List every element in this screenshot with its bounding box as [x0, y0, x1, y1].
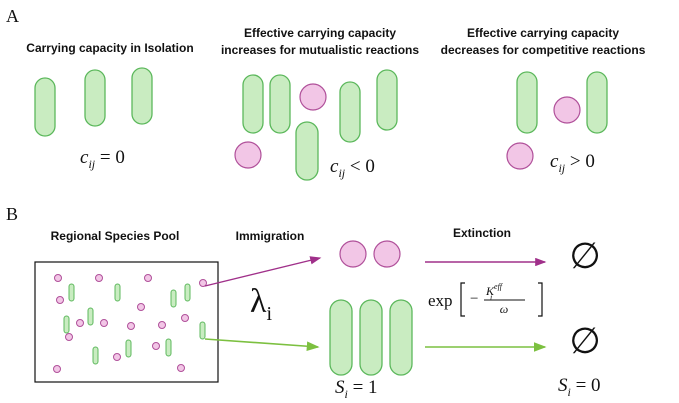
- title: Effective carrying capacity: [467, 26, 619, 40]
- panel-label: A: [6, 6, 19, 26]
- title: Carrying capacity in Isolation: [26, 41, 193, 55]
- title: decreases for competitive reactions: [441, 43, 646, 57]
- empty-set: ∅: [569, 236, 600, 276]
- num: Keff i: [485, 282, 504, 302]
- equation: cij > 0: [550, 151, 595, 175]
- title: increases for mutualistic reactions: [221, 43, 419, 57]
- label: Regional Species Pool: [51, 229, 180, 243]
- extinction-rate: exp − Keff i ω: [428, 282, 543, 317]
- equation: Si = 0: [558, 375, 601, 399]
- eq-rel: = 1: [348, 377, 378, 398]
- eq-base: S: [558, 375, 568, 396]
- svg-text:−: −: [470, 291, 478, 307]
- eq-sub: i: [568, 385, 571, 399]
- eq-sub: ij: [88, 157, 95, 171]
- equation: cij = 0: [80, 147, 125, 171]
- eq-rel: < 0: [345, 156, 375, 177]
- den: ω: [500, 302, 508, 316]
- equation: cij < 0: [330, 156, 375, 180]
- eq-base: c: [330, 156, 339, 177]
- label: Immigration: [236, 229, 305, 243]
- equation: Si = 1: [335, 377, 378, 401]
- eq-base: c: [80, 147, 89, 168]
- fn: exp: [428, 291, 453, 310]
- cells: [329, 240, 413, 376]
- pool-box: [34, 261, 219, 383]
- empty-set: ∅: [569, 321, 600, 361]
- pool-species: [53, 274, 207, 373]
- arrow: [204, 338, 320, 351]
- title: Effective carrying capacity: [244, 26, 396, 40]
- panel-label: B: [6, 204, 18, 224]
- cells: [34, 67, 608, 181]
- eq-rel: = 0: [95, 147, 125, 168]
- label: Extinction: [453, 226, 511, 240]
- eq-sub: i: [345, 387, 348, 401]
- eq-sub: ij: [558, 161, 565, 175]
- eq-sub: ij: [338, 166, 345, 180]
- eq-base: S: [335, 377, 345, 398]
- eq-base: c: [550, 151, 559, 172]
- eq-rel: = 0: [571, 375, 601, 396]
- arrow: [204, 256, 322, 287]
- eq-rel: > 0: [565, 151, 595, 172]
- rate: λi: [250, 283, 273, 325]
